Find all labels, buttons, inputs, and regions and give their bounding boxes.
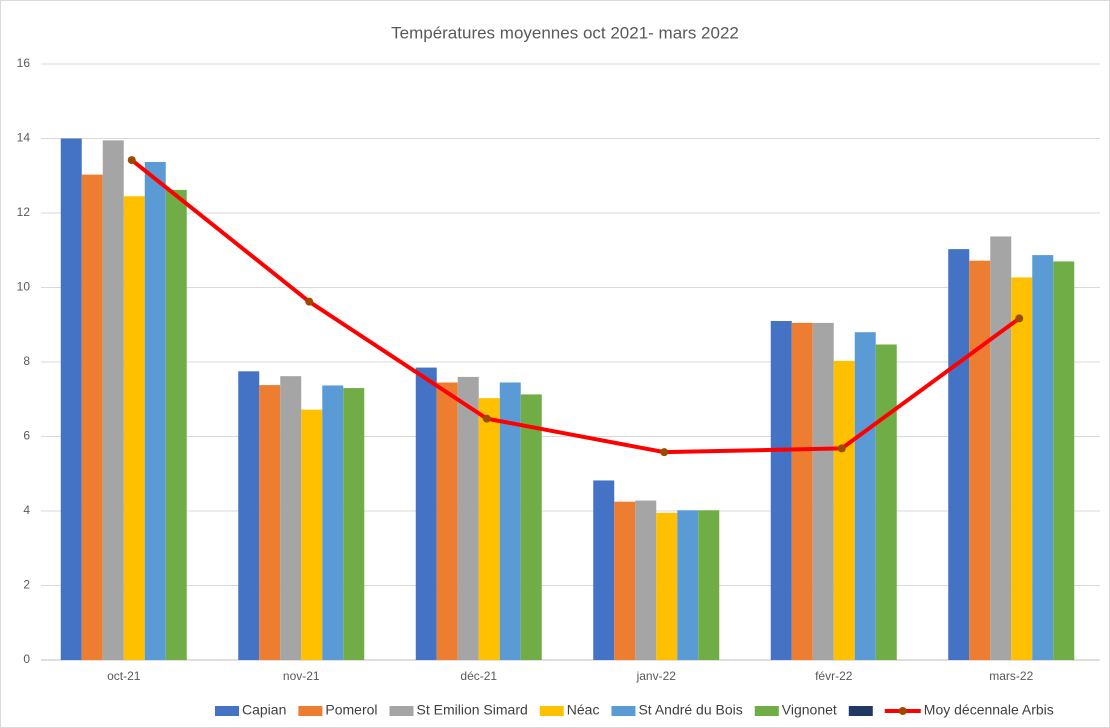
legend-label: Néac	[567, 702, 600, 718]
bar	[478, 398, 500, 660]
bar	[415, 367, 437, 660]
legend-swatch	[215, 706, 239, 716]
bar	[81, 174, 103, 660]
legend-label: Capian	[242, 702, 286, 718]
chart-title: Températures moyennes oct 2021- mars 202…	[391, 23, 739, 42]
bar	[593, 480, 615, 660]
bar	[812, 322, 834, 660]
y-tick-label: 4	[23, 503, 30, 517]
y-tick-label: 8	[23, 354, 30, 368]
legend-swatch	[389, 706, 414, 716]
y-tick-label: 16	[17, 56, 31, 70]
bar	[238, 371, 260, 660]
bar	[520, 394, 542, 660]
legend-swatch	[848, 706, 873, 716]
legend-swatch	[539, 706, 564, 716]
legend-label: St Emilion Simard	[417, 702, 528, 718]
bar	[990, 236, 1012, 660]
bar	[1053, 261, 1075, 660]
legend-label: Pomerol	[325, 702, 377, 718]
bar	[144, 161, 166, 660]
bar	[854, 332, 876, 660]
bar	[656, 512, 678, 660]
legend-label: Moy décennale Arbis	[924, 702, 1054, 718]
bar	[499, 382, 521, 660]
bar	[948, 249, 970, 660]
x-tick-label: mars-22	[989, 669, 1033, 683]
legend-swatch	[898, 707, 907, 715]
bar	[791, 322, 813, 660]
bar	[301, 409, 323, 660]
bar	[833, 360, 855, 660]
bar	[1011, 277, 1033, 660]
x-tick-label: déc-21	[460, 669, 497, 683]
line-point	[1015, 314, 1024, 323]
x-tick-label: nov-21	[283, 669, 320, 683]
bar	[698, 510, 720, 660]
bar	[875, 344, 897, 660]
y-tick-label: 0	[23, 652, 30, 666]
line	[130, 158, 1021, 455]
bar	[60, 138, 82, 660]
legend-swatch	[611, 706, 636, 716]
x-tick-label: janv-22	[636, 669, 677, 683]
bar	[322, 385, 344, 660]
x-tick-label: févr-22	[815, 669, 853, 683]
bar	[123, 196, 145, 661]
bar	[614, 501, 636, 660]
bar	[436, 382, 458, 660]
bar	[677, 510, 699, 660]
line-point	[482, 414, 491, 423]
x-tick-label: oct-21	[107, 669, 141, 683]
legend-swatch	[298, 706, 323, 716]
bar	[102, 140, 124, 661]
bar	[343, 388, 365, 660]
y-tick-label: 2	[23, 578, 30, 592]
bar	[259, 385, 281, 660]
y-tick-label: 10	[17, 280, 31, 294]
legend-swatch	[754, 706, 779, 716]
bar	[280, 376, 302, 660]
y-tick-label: 6	[23, 429, 30, 443]
bar	[770, 321, 792, 660]
y-tick-label: 14	[17, 131, 31, 145]
legend-label: Vignonet	[782, 702, 837, 718]
bar	[457, 376, 479, 660]
line-point	[837, 444, 846, 453]
bar	[635, 500, 657, 660]
line-point	[660, 448, 669, 457]
y-tick-label: 12	[17, 205, 31, 219]
bar	[1032, 255, 1054, 660]
bar	[969, 260, 991, 660]
line-point	[127, 156, 136, 165]
bar	[165, 189, 187, 660]
line-point	[305, 297, 314, 306]
legend-label: St André du Bois	[638, 702, 742, 718]
